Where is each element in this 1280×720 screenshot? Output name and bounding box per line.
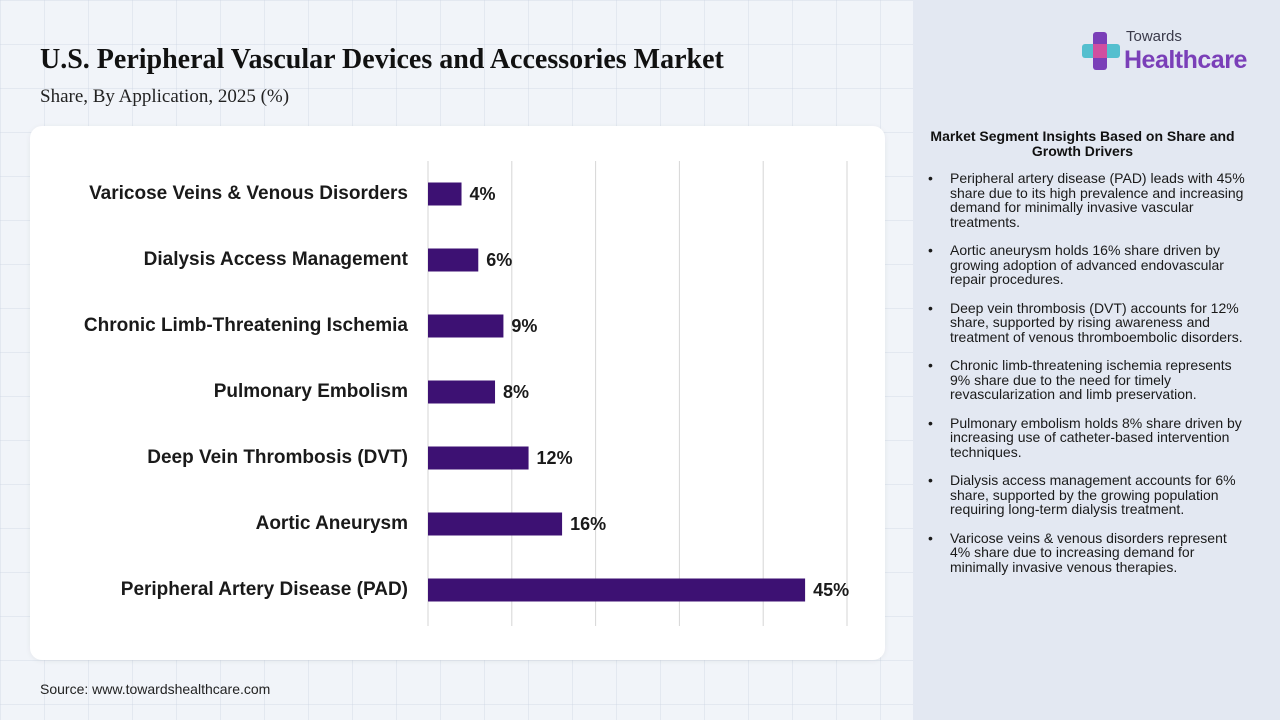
category-label: Chronic Limb-Threatening Ischemia <box>84 315 409 336</box>
insights-title: Market Segment Insights Based on Share a… <box>930 128 1235 159</box>
logo-text-towards: Towards <box>1126 28 1182 45</box>
value-label: 8% <box>503 382 529 402</box>
insight-item: Deep vein thrombosis (DVT) accounts for … <box>928 300 1246 345</box>
value-label: 45% <box>813 580 849 600</box>
label-layer: Varicose Veins & Venous Disorders 4% Dialy… <box>84 183 849 600</box>
bar-chart: Varicose Veins & Venous Disorders 4% Dialy… <box>84 161 849 626</box>
category-label: Varicose Veins & Venous Disorders <box>89 183 408 204</box>
grid-layer <box>427 161 848 626</box>
bar <box>428 380 496 404</box>
insight-item: Varicose veins & venous disorders repres… <box>928 530 1246 575</box>
category-label: Pulmonary Embolism <box>214 381 408 402</box>
value-label: 4% <box>470 184 496 204</box>
bar <box>428 314 504 338</box>
value-label: 12% <box>537 448 573 468</box>
bar <box>428 182 462 206</box>
insight-item: Pulmonary embolism holds 8% share driven… <box>928 415 1246 460</box>
category-label: Dialysis Access Management <box>144 249 409 270</box>
chart-title: U.S. Peripheral Vascular Devices and Acc… <box>40 44 724 75</box>
insight-item: Peripheral artery disease (PAD) leads wi… <box>928 171 1246 229</box>
bar <box>428 578 806 602</box>
category-label: Deep Vein Thrombosis (DVT) <box>147 447 408 468</box>
bar <box>428 512 563 536</box>
logo-text-healthcare: Healthcare <box>1124 46 1247 74</box>
brand-logo: Towards Healthcare <box>1080 26 1260 78</box>
insights-list: Peripheral artery disease (PAD) leads wi… <box>928 171 1246 588</box>
bar <box>428 248 479 272</box>
bar <box>428 446 529 470</box>
chart-subtitle: Share, By Application, 2025 (%) <box>40 86 290 107</box>
value-label: 16% <box>570 514 606 534</box>
source-note: Source: www.towardshealthcare.com <box>40 681 271 697</box>
category-label: Peripheral Artery Disease (PAD) <box>121 579 408 600</box>
insight-item: Aortic aneurysm holds 16% share driven b… <box>928 243 1246 287</box>
category-label: Aortic Aneurysm <box>256 513 408 534</box>
value-label: 6% <box>486 250 512 270</box>
insight-item: Chronic limb-threatening ischemia repres… <box>928 358 1246 402</box>
bar-layer <box>428 182 806 602</box>
value-label: 9% <box>511 316 537 336</box>
chart-card: Varicose Veins & Venous Disorders 4% Dialy… <box>30 126 885 660</box>
insight-item: Dialysis access management accounts for … <box>928 473 1246 517</box>
medical-cross-icon <box>1082 32 1120 70</box>
